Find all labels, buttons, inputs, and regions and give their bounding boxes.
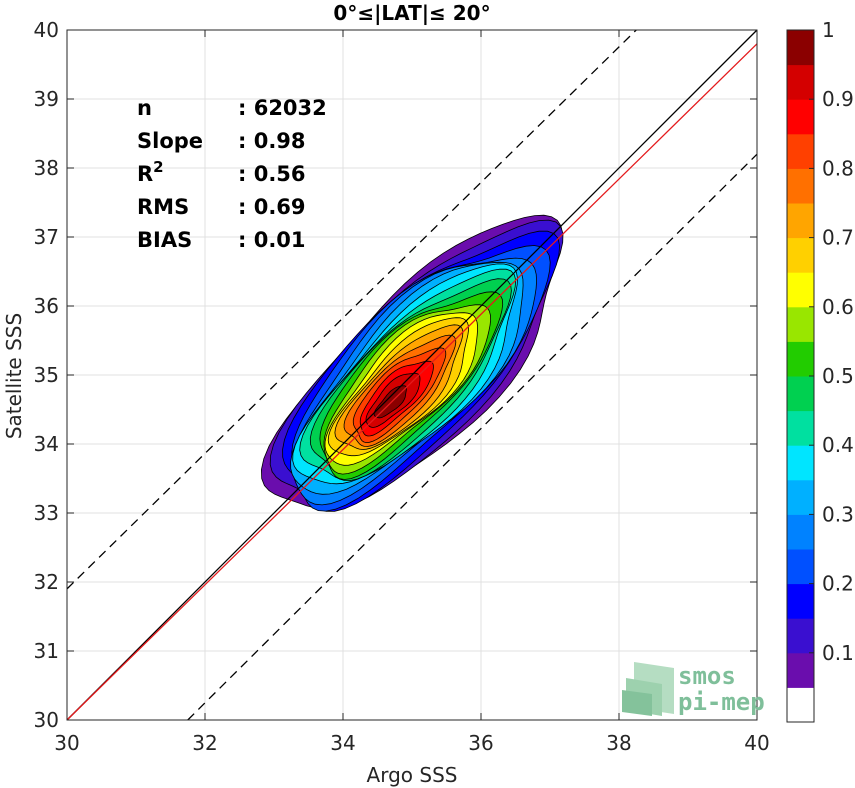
colorbar-segment: [787, 64, 814, 100]
x-axis-label: Argo SSS: [367, 763, 458, 787]
y-tick-label: 36: [34, 294, 59, 318]
upper-bound-line: [66, 29, 637, 590]
colorbar-segment: [787, 376, 814, 412]
colorbar-tick-label: 0.4: [822, 433, 854, 457]
colorbar-segment: [787, 514, 814, 550]
x-tick-label: 38: [606, 731, 631, 755]
y-tick-label: 37: [34, 225, 59, 249]
x-tick-label: 30: [54, 731, 79, 755]
logo-mark-icon: [622, 662, 674, 716]
stat-label: R2: [137, 158, 164, 186]
colorbar-tick-label: 0.5: [822, 364, 854, 388]
colorbar-segment: [787, 687, 814, 723]
y-tick-label: 35: [34, 363, 59, 387]
y-tick-label: 30: [34, 708, 59, 732]
colorbar-tick-label: 0.1: [822, 641, 854, 665]
logo-text-line2: pi-mep: [678, 688, 765, 716]
regression-line: [66, 43, 758, 721]
y-tick-label: 33: [34, 501, 59, 525]
stat-label: Slope: [137, 129, 203, 153]
colorbar-segment: [787, 30, 814, 66]
colorbar-segment: [787, 237, 814, 273]
reference-lines: [66, 29, 758, 721]
density-contours: [260, 214, 564, 512]
colorbar-segment: [787, 341, 814, 377]
y-tick-label: 40: [34, 18, 59, 42]
colorbar-segment: [787, 203, 814, 239]
colorbar-segment: [787, 652, 814, 688]
smos-pimep-logo: smos pi-mep: [622, 662, 765, 716]
colorbar-segment: [787, 445, 814, 481]
x-tick-label: 36: [468, 731, 493, 755]
y-tick-label: 39: [34, 87, 59, 111]
logo-text-line1: smos: [678, 662, 736, 690]
stat-label: BIAS: [137, 228, 192, 252]
colorbar-tick-label: 1: [822, 18, 835, 42]
colorbar-tick-label: 0.6: [822, 295, 854, 319]
colorbar-segment: [787, 168, 814, 204]
x-tick-label: 32: [192, 731, 217, 755]
colorbar-tick-label: 0.7: [822, 226, 854, 250]
colorbar-segment: [787, 618, 814, 654]
stat-label: n: [137, 96, 152, 120]
colorbar-segment: [787, 99, 814, 135]
colorbar-tick-label: 0.2: [822, 572, 854, 596]
colorbar-segment: [787, 272, 814, 308]
stats-box: n : 62032 Slope : 0.98 R2 : 0.56 RMS : 0.69 BIAS…: [137, 96, 327, 252]
lower-bound-line: [187, 153, 758, 721]
stat-value: : 0.01: [238, 228, 306, 252]
y-tick-label: 38: [34, 156, 59, 180]
y-axis-label: Satellite SSS: [2, 313, 26, 439]
colorbar-tick-label: 0.8: [822, 156, 854, 180]
colorbar-segment: [787, 133, 814, 169]
axis-ticks: 30 32 34 36 38 40 30 31 32 33 34 35 36 37 38 39 40: [34, 18, 770, 755]
stat-value: : 0.56: [238, 162, 306, 186]
colorbar-tick-label: 0.9: [822, 87, 854, 111]
colorbar-segment: [787, 410, 814, 446]
chart-title: 0°≤|LAT|≤ 20°: [333, 1, 490, 25]
identity-line: [66, 29, 758, 721]
colorbar-tick-label: 0.3: [822, 502, 854, 526]
x-tick-label: 34: [330, 731, 355, 755]
colorbar-segment: [787, 306, 814, 342]
colorbar: 0.1 0.2 0.3 0.4 0.5 0.6 0.7 0.8 0.9 1: [786, 18, 854, 723]
stat-label: RMS: [137, 195, 189, 219]
stat-value: : 62032: [238, 96, 327, 120]
colorbar-segment: [787, 583, 814, 619]
y-tick-label: 32: [34, 570, 59, 594]
stat-value: : 0.69: [238, 195, 306, 219]
colorbar-segment: [787, 549, 814, 585]
stat-value: : 0.98: [238, 129, 306, 153]
x-tick-label: 40: [744, 731, 769, 755]
colorbar-segment: [787, 479, 814, 515]
y-tick-label: 31: [34, 639, 59, 663]
y-tick-label: 34: [34, 432, 59, 456]
